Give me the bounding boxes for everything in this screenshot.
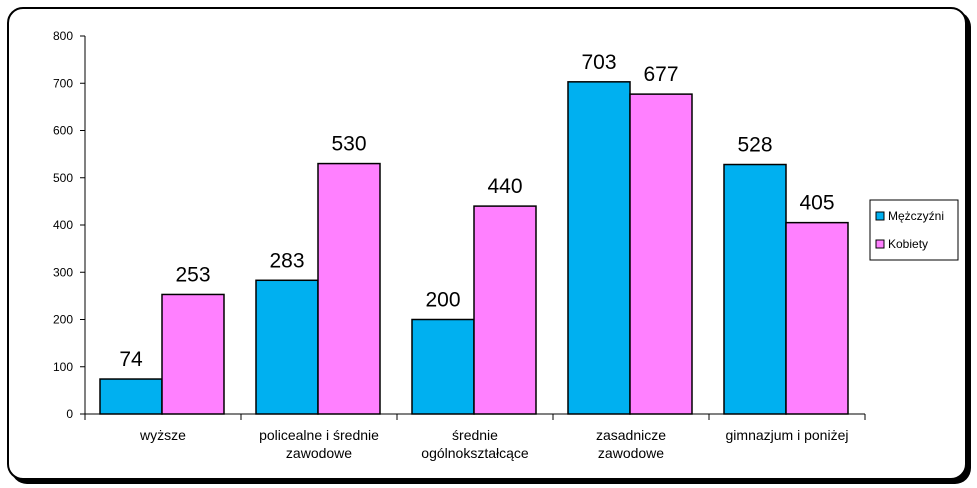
data-label: 200 xyxy=(425,289,460,312)
bar xyxy=(785,221,849,415)
y-tick-label: 800 xyxy=(53,29,73,43)
y-tick-label: 100 xyxy=(53,360,73,374)
bar xyxy=(723,163,787,415)
data-label: 74 xyxy=(119,348,143,371)
data-label: 703 xyxy=(581,51,616,74)
x-tick-label: zawodowe xyxy=(598,445,664,461)
legend-label: Mężczyźni xyxy=(888,209,944,223)
bar xyxy=(255,279,319,415)
data-label: 530 xyxy=(331,133,366,156)
data-label: 440 xyxy=(487,175,522,198)
x-tick-label: zawodowe xyxy=(286,445,352,461)
bar xyxy=(317,162,381,415)
data-label: 528 xyxy=(737,134,772,157)
y-tick-label: 700 xyxy=(53,76,73,90)
bar xyxy=(473,205,537,415)
data-label: 405 xyxy=(799,192,834,215)
legend-swatch xyxy=(875,211,885,221)
x-tick-label: gimnazjum i poniżej xyxy=(726,427,849,443)
legend-label: Kobiety xyxy=(888,237,928,251)
data-label: 677 xyxy=(643,63,678,86)
bar xyxy=(629,93,693,415)
legend-swatch xyxy=(875,239,885,249)
y-tick-label: 300 xyxy=(53,265,73,279)
y-tick-label: 600 xyxy=(53,124,73,138)
data-label: 283 xyxy=(269,249,304,272)
data-label: 253 xyxy=(175,263,210,286)
bar xyxy=(411,318,475,415)
y-tick-label: 500 xyxy=(53,171,73,185)
legend xyxy=(869,199,959,261)
x-tick-label: policealne i średnie xyxy=(259,427,379,443)
x-tick-label: zasadnicze xyxy=(596,427,666,443)
x-tick-label: ogólnokształcące xyxy=(421,445,529,461)
x-tick-label: średnie xyxy=(452,427,498,443)
y-tick-label: 400 xyxy=(53,218,73,232)
x-tick-label: wyższe xyxy=(139,427,186,443)
y-tick-label: 200 xyxy=(53,313,73,327)
bar xyxy=(161,293,225,415)
bar xyxy=(567,81,631,415)
y-tick-label: 0 xyxy=(66,407,73,421)
bar xyxy=(99,378,163,415)
